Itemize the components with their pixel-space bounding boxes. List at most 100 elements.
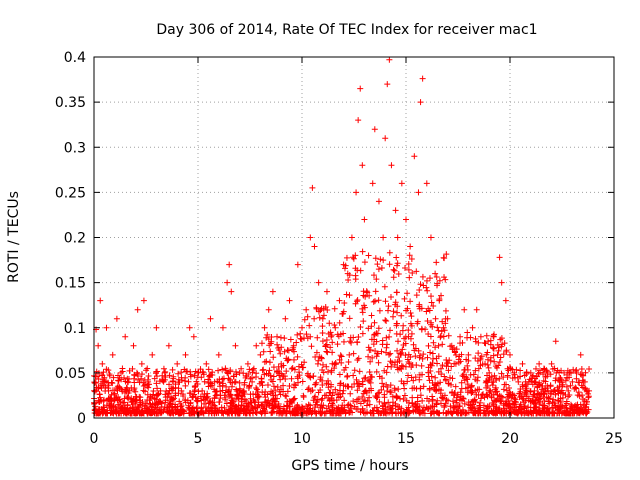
data-point	[567, 370, 574, 377]
data-point	[550, 409, 557, 416]
data-point	[400, 396, 407, 403]
data-point	[236, 379, 243, 386]
data-point	[447, 343, 454, 350]
data-point	[489, 382, 496, 389]
data-point	[487, 341, 494, 348]
data-point	[578, 365, 585, 372]
data-point	[381, 367, 388, 374]
data-point	[359, 407, 366, 414]
data-point	[287, 336, 294, 343]
data-point	[124, 402, 131, 409]
data-point	[394, 309, 401, 316]
data-point	[147, 401, 154, 408]
data-point	[364, 289, 371, 296]
data-point	[367, 373, 374, 380]
data-point	[381, 391, 388, 398]
data-point	[368, 323, 375, 330]
data-point	[443, 251, 450, 258]
data-point	[552, 338, 559, 345]
data-point	[352, 265, 359, 272]
data-point	[343, 291, 350, 298]
data-point	[305, 385, 312, 392]
data-point	[229, 405, 236, 412]
data-point	[371, 319, 378, 326]
data-point	[429, 402, 436, 409]
data-point	[393, 320, 400, 327]
data-point	[472, 335, 479, 342]
data-point	[577, 371, 584, 378]
data-point	[432, 374, 439, 381]
data-point	[191, 410, 198, 417]
data-point	[351, 367, 358, 374]
y-tick-label: 0.3	[64, 140, 86, 156]
data-point	[426, 386, 433, 393]
data-point	[441, 274, 448, 281]
data-point	[154, 392, 161, 399]
data-point	[107, 402, 114, 409]
data-point	[522, 378, 529, 385]
data-point	[386, 327, 393, 334]
data-point	[457, 389, 464, 396]
data-point	[175, 370, 182, 377]
data-point	[438, 328, 445, 335]
data-point	[343, 254, 350, 261]
data-point	[240, 370, 247, 377]
data-point	[456, 402, 463, 409]
data-point	[449, 375, 456, 382]
data-point	[105, 367, 112, 374]
data-point	[193, 378, 200, 385]
data-point	[444, 397, 451, 404]
data-point	[298, 336, 305, 343]
data-point	[263, 334, 270, 341]
data-point	[500, 351, 507, 358]
data-point	[281, 335, 288, 342]
data-point	[460, 373, 467, 380]
data-point	[288, 365, 295, 372]
data-point	[532, 403, 539, 410]
data-point	[263, 358, 270, 365]
data-point	[428, 293, 435, 300]
data-point	[458, 397, 465, 404]
data-point	[158, 403, 165, 410]
data-point	[201, 378, 208, 385]
data-point	[285, 347, 292, 354]
data-point	[496, 392, 503, 399]
data-point	[324, 349, 331, 356]
data-point	[420, 406, 427, 413]
data-point	[347, 402, 354, 409]
data-point	[300, 394, 307, 401]
data-point	[304, 386, 311, 393]
data-point	[495, 344, 502, 351]
data-point	[554, 384, 561, 391]
data-point	[365, 353, 372, 360]
data-point	[443, 396, 450, 403]
data-point	[326, 396, 333, 403]
data-point	[331, 321, 338, 328]
data-point	[433, 259, 440, 266]
data-point	[373, 276, 380, 283]
data-point	[577, 351, 584, 358]
data-point	[371, 126, 378, 133]
data-point	[99, 372, 106, 379]
data-point	[408, 256, 415, 263]
data-point	[367, 346, 374, 353]
data-point	[373, 394, 380, 401]
data-point	[282, 392, 289, 399]
data-point	[483, 351, 490, 358]
data-point	[445, 367, 452, 374]
data-point	[486, 403, 493, 410]
data-point	[491, 372, 498, 379]
data-point	[178, 377, 185, 384]
data-point	[504, 402, 511, 409]
data-point	[419, 397, 426, 404]
data-point	[434, 324, 441, 331]
data-point	[244, 360, 251, 367]
data-point	[575, 379, 582, 386]
data-point	[563, 383, 570, 390]
data-point	[341, 265, 348, 272]
data-point	[372, 255, 379, 262]
data-point	[434, 380, 441, 387]
data-point	[252, 391, 259, 398]
data-point	[328, 332, 335, 339]
data-point	[283, 368, 290, 375]
